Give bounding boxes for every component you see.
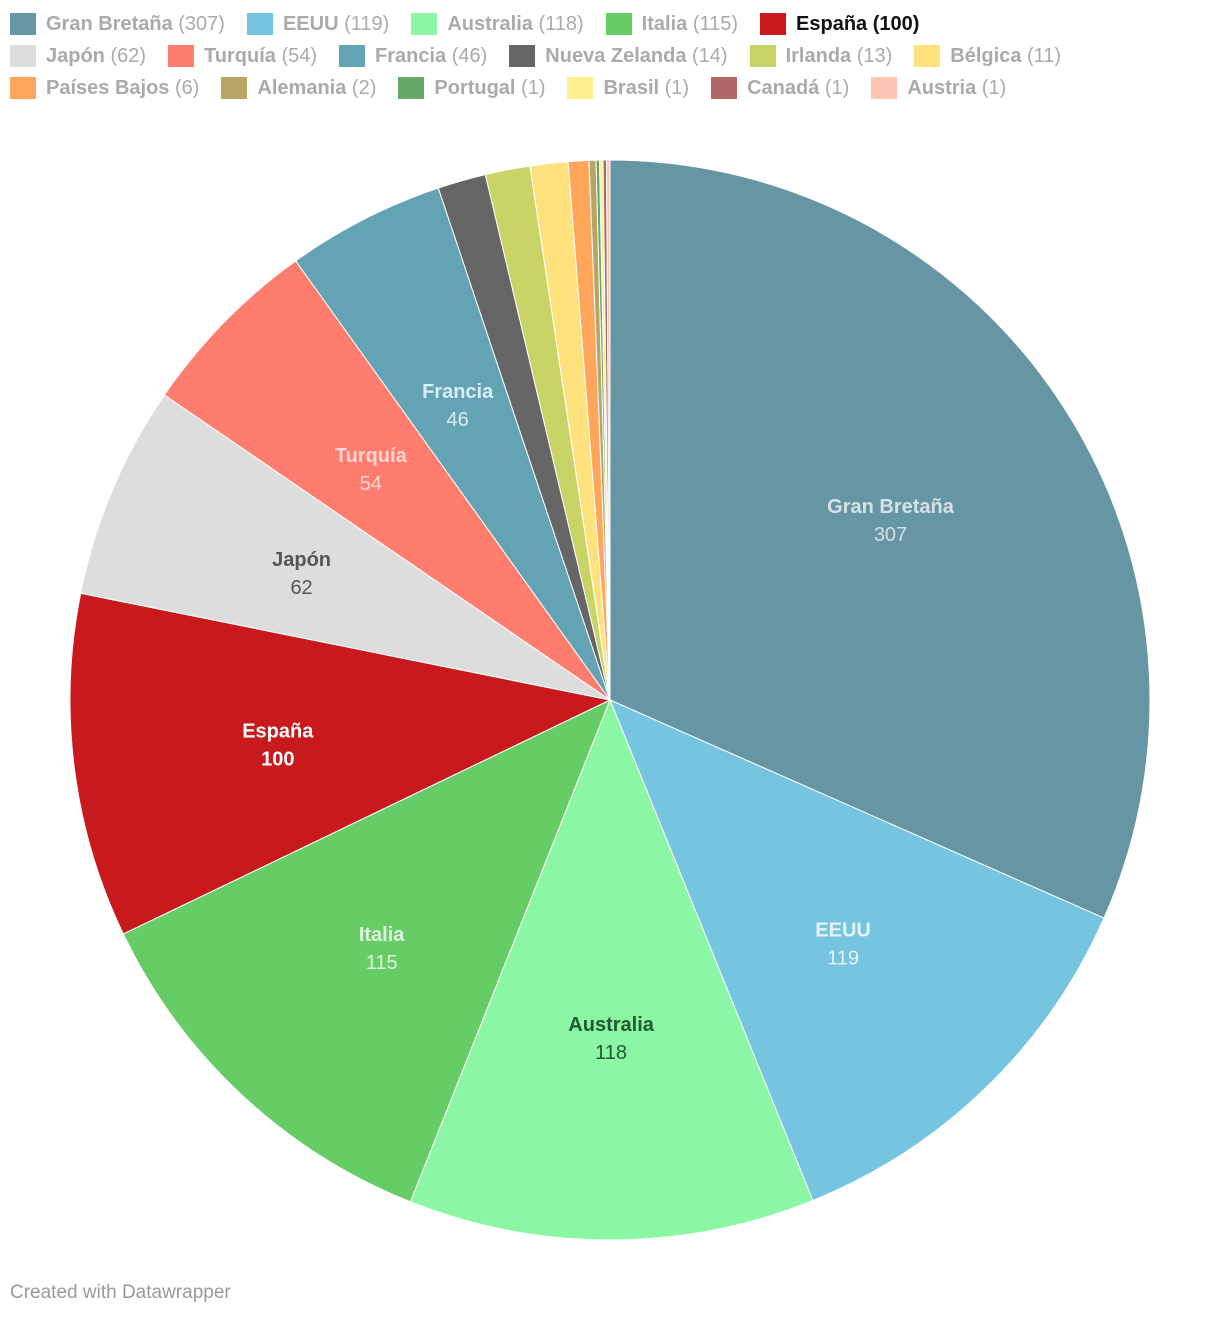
legend-swatch: [221, 77, 248, 99]
slice-label-japon: Japón 62: [272, 549, 331, 599]
pie-slice-eeuu: [609, 699, 1105, 1202]
legend-swatch: [168, 45, 195, 67]
legend-swatch: [509, 45, 536, 67]
legend-swatch: [914, 45, 941, 67]
pie-slice-australia: [409, 698, 814, 1241]
legend-label: Francia (46): [375, 44, 488, 67]
legend-row: Japón (62) Turquía (54) Francia (46) Nueva …: [10, 40, 1215, 72]
legend-label: Nueva Zelanda (14): [545, 44, 728, 67]
legend-item-brasil: Brasil (1): [567, 77, 689, 100]
legend-swatch: [10, 45, 36, 67]
legend-item-espana: España (100): [760, 13, 919, 36]
legend-label: Italia (115): [641, 12, 739, 35]
legend-label: Canadá (1): [747, 76, 850, 99]
legend-item-turquia: Turquía (54): [168, 45, 317, 68]
legend-label: Turquía (54): [204, 44, 318, 67]
legend-label: Brasil (1): [603, 76, 690, 99]
legend-item-francia: Francia (46): [339, 45, 487, 68]
slice-label-eeuu: EEUU 119: [815, 919, 871, 969]
legend-swatch: [246, 13, 273, 35]
pie-slice-turquia: [163, 260, 611, 701]
chart-legend: Gran Bretaña (307) EEUU (119) Australia (1…: [10, 8, 1215, 104]
slice-label-turquia: Turquía 54: [335, 445, 408, 495]
pie-slice-espana: [69, 592, 612, 935]
legend-swatch: [749, 45, 776, 67]
legend-swatch: [605, 13, 632, 35]
datawrapper-credit[interactable]: Created with Datawrapper: [10, 1282, 231, 1303]
legend-item-italia: Italia (115): [605, 12, 739, 36]
legend-item-nueva-zelanda: Nueva Zelanda (14): [509, 44, 728, 68]
legend-swatch: [10, 13, 36, 35]
legend-label: EEUU (119): [282, 12, 390, 35]
legend-item-gran-bretana: Gran Bretaña (307): [10, 13, 225, 36]
legend-label: Bélgica (11): [950, 44, 1062, 67]
pie-slice-italia: [122, 698, 611, 1203]
legend-item-alemania: Alemania (2): [221, 77, 376, 100]
legend-swatch: [871, 77, 898, 99]
legend-swatch: [411, 13, 438, 35]
pie-slice-gran-bretana: [609, 159, 1151, 919]
legend-row: Gran Bretaña (307) EEUU (119) Australia (1…: [10, 8, 1215, 40]
legend-item-paises-bajos: Países Bajos (6): [10, 77, 199, 100]
legend-item-australia: Australia (118): [411, 12, 584, 36]
legend-label: España (100): [796, 12, 920, 35]
slice-label-gran-bretana: Gran Bretaña 307: [827, 496, 955, 546]
legend-item-portugal: Portugal (1): [398, 77, 545, 100]
slice-label-espana: España 100: [242, 721, 314, 771]
legend-item-belgica: Bélgica (11): [914, 45, 1061, 68]
slice-label-francia: Francia 46: [422, 381, 494, 431]
pie-slice-francia: [295, 187, 611, 701]
pie-chart: Gran Bretaña 307 EEUU 119 Australia 118 Italia…: [69, 159, 1151, 1241]
legend-label: Países Bajos (6): [46, 76, 200, 99]
legend-item-irlanda: Irlanda (13): [749, 44, 893, 68]
legend-label: Irlanda (13): [785, 44, 893, 67]
legend-label: Gran Bretaña (307): [46, 12, 225, 35]
legend-label: Portugal (1): [434, 76, 546, 99]
legend-item-japon: Japón (62): [10, 45, 146, 68]
legend-swatch: [760, 13, 787, 35]
legend-swatch: [10, 77, 36, 99]
legend-swatch: [711, 77, 738, 99]
legend-swatch: [398, 77, 425, 99]
pie-slice-japon: [80, 394, 611, 701]
slice-label-australia: Australia 118: [568, 1014, 654, 1064]
legend-label: Austria (1): [907, 76, 1007, 99]
legend-item-austria: Austria (1): [871, 77, 1006, 100]
slice-label-italia: Italia 115: [359, 924, 405, 974]
legend-item-canada: Canadá (1): [711, 77, 849, 100]
legend-label: Australia (118): [447, 12, 584, 35]
pie-slice-austria: [606, 159, 611, 701]
legend-label: Japón (62): [46, 44, 147, 67]
legend-swatch: [567, 77, 594, 99]
legend-swatch: [339, 45, 366, 67]
legend-item-eeuu: EEUU (119): [246, 12, 390, 36]
legend-label: Alemania (2): [257, 76, 377, 99]
legend-row: Países Bajos (6) Alemania (2) Portugal (1)…: [10, 72, 1215, 104]
